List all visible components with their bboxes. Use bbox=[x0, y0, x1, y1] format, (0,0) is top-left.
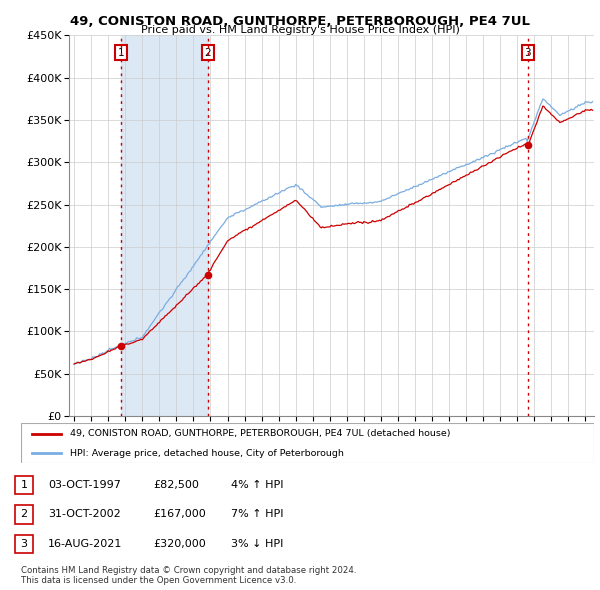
Text: 2: 2 bbox=[205, 48, 211, 57]
Text: 1: 1 bbox=[118, 48, 124, 57]
Bar bbox=[121, 35, 208, 416]
Text: 49, CONISTON ROAD, GUNTHORPE, PETERBOROUGH, PE4 7UL: 49, CONISTON ROAD, GUNTHORPE, PETERBOROU… bbox=[70, 15, 530, 28]
Text: 31-OCT-2002: 31-OCT-2002 bbox=[48, 510, 121, 519]
Text: Price paid vs. HM Land Registry's House Price Index (HPI): Price paid vs. HM Land Registry's House … bbox=[140, 25, 460, 35]
Text: 2: 2 bbox=[20, 510, 28, 519]
Text: £320,000: £320,000 bbox=[153, 539, 206, 549]
Text: 3% ↓ HPI: 3% ↓ HPI bbox=[231, 539, 283, 549]
Text: 03-OCT-1997: 03-OCT-1997 bbox=[48, 480, 121, 490]
Text: HPI: Average price, detached house, City of Peterborough: HPI: Average price, detached house, City… bbox=[70, 448, 344, 458]
Text: 3: 3 bbox=[20, 539, 28, 549]
Text: 4% ↑ HPI: 4% ↑ HPI bbox=[231, 480, 284, 490]
Text: £82,500: £82,500 bbox=[153, 480, 199, 490]
Text: 7% ↑ HPI: 7% ↑ HPI bbox=[231, 510, 284, 519]
Text: 49, CONISTON ROAD, GUNTHORPE, PETERBOROUGH, PE4 7UL (detached house): 49, CONISTON ROAD, GUNTHORPE, PETERBOROU… bbox=[70, 430, 450, 438]
Text: 3: 3 bbox=[524, 48, 531, 57]
Text: 1: 1 bbox=[20, 480, 28, 490]
Text: £167,000: £167,000 bbox=[153, 510, 206, 519]
FancyBboxPatch shape bbox=[21, 423, 594, 463]
Text: Contains HM Land Registry data © Crown copyright and database right 2024.
This d: Contains HM Land Registry data © Crown c… bbox=[21, 566, 356, 585]
Text: 16-AUG-2021: 16-AUG-2021 bbox=[48, 539, 122, 549]
